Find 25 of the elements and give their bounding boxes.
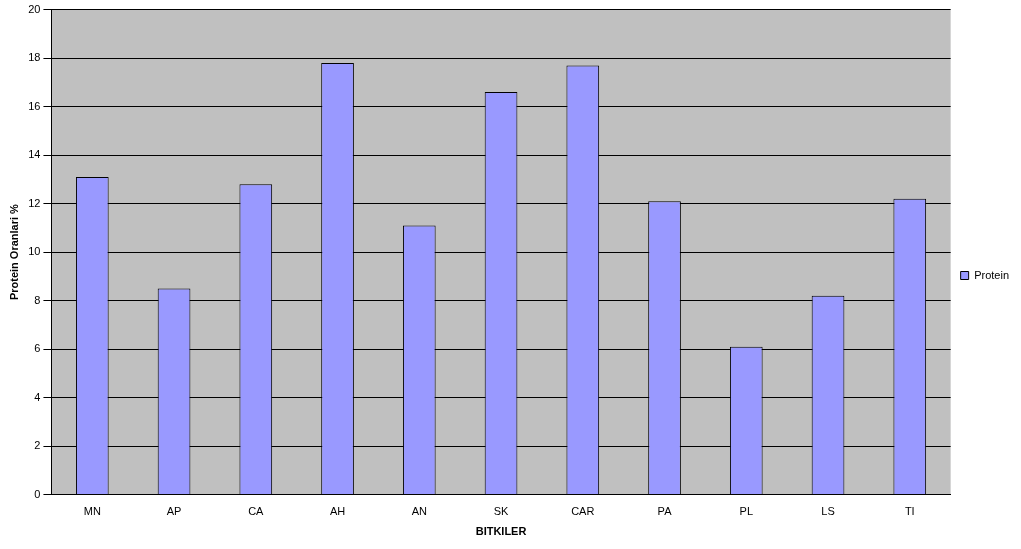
x-tick-label: AP: [166, 505, 182, 518]
y-tick-label: 18: [28, 51, 41, 64]
y-axis-title: Protein Oranlari %: [7, 203, 20, 301]
x-tick-label: LS: [821, 505, 835, 518]
x-tick-label: PL: [739, 505, 754, 518]
x-tick-label: AN: [411, 505, 427, 518]
y-tick-label: 14: [28, 148, 41, 161]
legend-label: Protein: [974, 268, 1010, 281]
y-tick-label: 16: [28, 99, 41, 112]
y-tick-label: 0: [34, 487, 41, 500]
y-tick-label: 2: [34, 439, 41, 452]
x-axis-title: BITKILER: [475, 525, 527, 538]
y-tick-label: 20: [28, 2, 41, 15]
y-tick-label: 12: [28, 196, 41, 209]
x-tick-label: TI: [904, 505, 915, 518]
y-tick-label: 10: [28, 245, 41, 258]
y-tick-label: 8: [34, 293, 41, 306]
x-tick-label: AH: [329, 505, 346, 518]
x-tick-label: SK: [493, 505, 510, 518]
x-tick-label: CA: [248, 505, 265, 518]
x-tick-label: MN: [83, 505, 101, 518]
x-tick-label: CAR: [571, 505, 595, 518]
y-tick-label: 4: [34, 390, 41, 403]
x-tick-label: PA: [657, 505, 673, 518]
y-tick-label: 6: [34, 342, 41, 355]
